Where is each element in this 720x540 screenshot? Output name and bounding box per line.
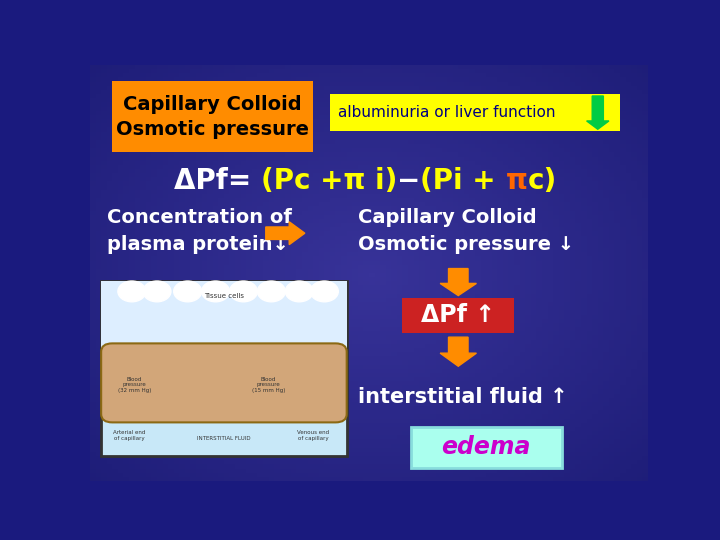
FancyBboxPatch shape	[402, 298, 514, 333]
Text: ΔPf=: ΔPf=	[174, 167, 261, 195]
Text: interstitial fluid ↑: interstitial fluid ↑	[358, 387, 567, 408]
Text: edema: edema	[441, 435, 531, 460]
Text: c): c)	[527, 167, 557, 195]
Text: Blood
pressure
(32 mm Hg): Blood pressure (32 mm Hg)	[118, 377, 151, 393]
Text: INTERSTITIAL FLUID: INTERSTITIAL FLUID	[197, 436, 251, 441]
FancyBboxPatch shape	[101, 343, 347, 422]
Text: Blood
pressure
(15 mm Hg): Blood pressure (15 mm Hg)	[252, 377, 285, 393]
Text: Capillary Colloid
Osmotic pressure: Capillary Colloid Osmotic pressure	[116, 95, 310, 139]
Text: (Pi +: (Pi +	[420, 167, 505, 195]
Text: Concentration of
plasma protein↓: Concentration of plasma protein↓	[107, 208, 292, 254]
Text: (Pc +π i): (Pc +π i)	[261, 167, 397, 195]
Text: −: −	[397, 167, 420, 195]
Text: Tissue cells: Tissue cells	[204, 294, 244, 300]
Circle shape	[310, 281, 338, 302]
Circle shape	[143, 281, 171, 302]
FancyBboxPatch shape	[330, 94, 620, 131]
FancyBboxPatch shape	[101, 281, 347, 456]
Polygon shape	[266, 222, 305, 245]
FancyBboxPatch shape	[101, 281, 347, 360]
Text: Venous end
of capillary: Venous end of capillary	[297, 430, 329, 441]
Text: Capillary Colloid
Osmotic pressure ↓: Capillary Colloid Osmotic pressure ↓	[358, 208, 574, 254]
Polygon shape	[440, 337, 477, 366]
Circle shape	[258, 281, 285, 302]
Circle shape	[202, 281, 230, 302]
Polygon shape	[440, 268, 477, 295]
FancyBboxPatch shape	[411, 427, 562, 468]
Text: ΔPf ↑: ΔPf ↑	[421, 303, 495, 327]
Circle shape	[118, 281, 145, 302]
FancyBboxPatch shape	[112, 82, 313, 152]
Polygon shape	[587, 96, 609, 129]
Circle shape	[230, 281, 258, 302]
Circle shape	[285, 281, 313, 302]
Text: albuminuria or liver function: albuminuria or liver function	[338, 105, 556, 120]
Text: π: π	[505, 167, 527, 195]
Circle shape	[174, 281, 202, 302]
Text: Arterial end
of capillary: Arterial end of capillary	[113, 430, 145, 441]
